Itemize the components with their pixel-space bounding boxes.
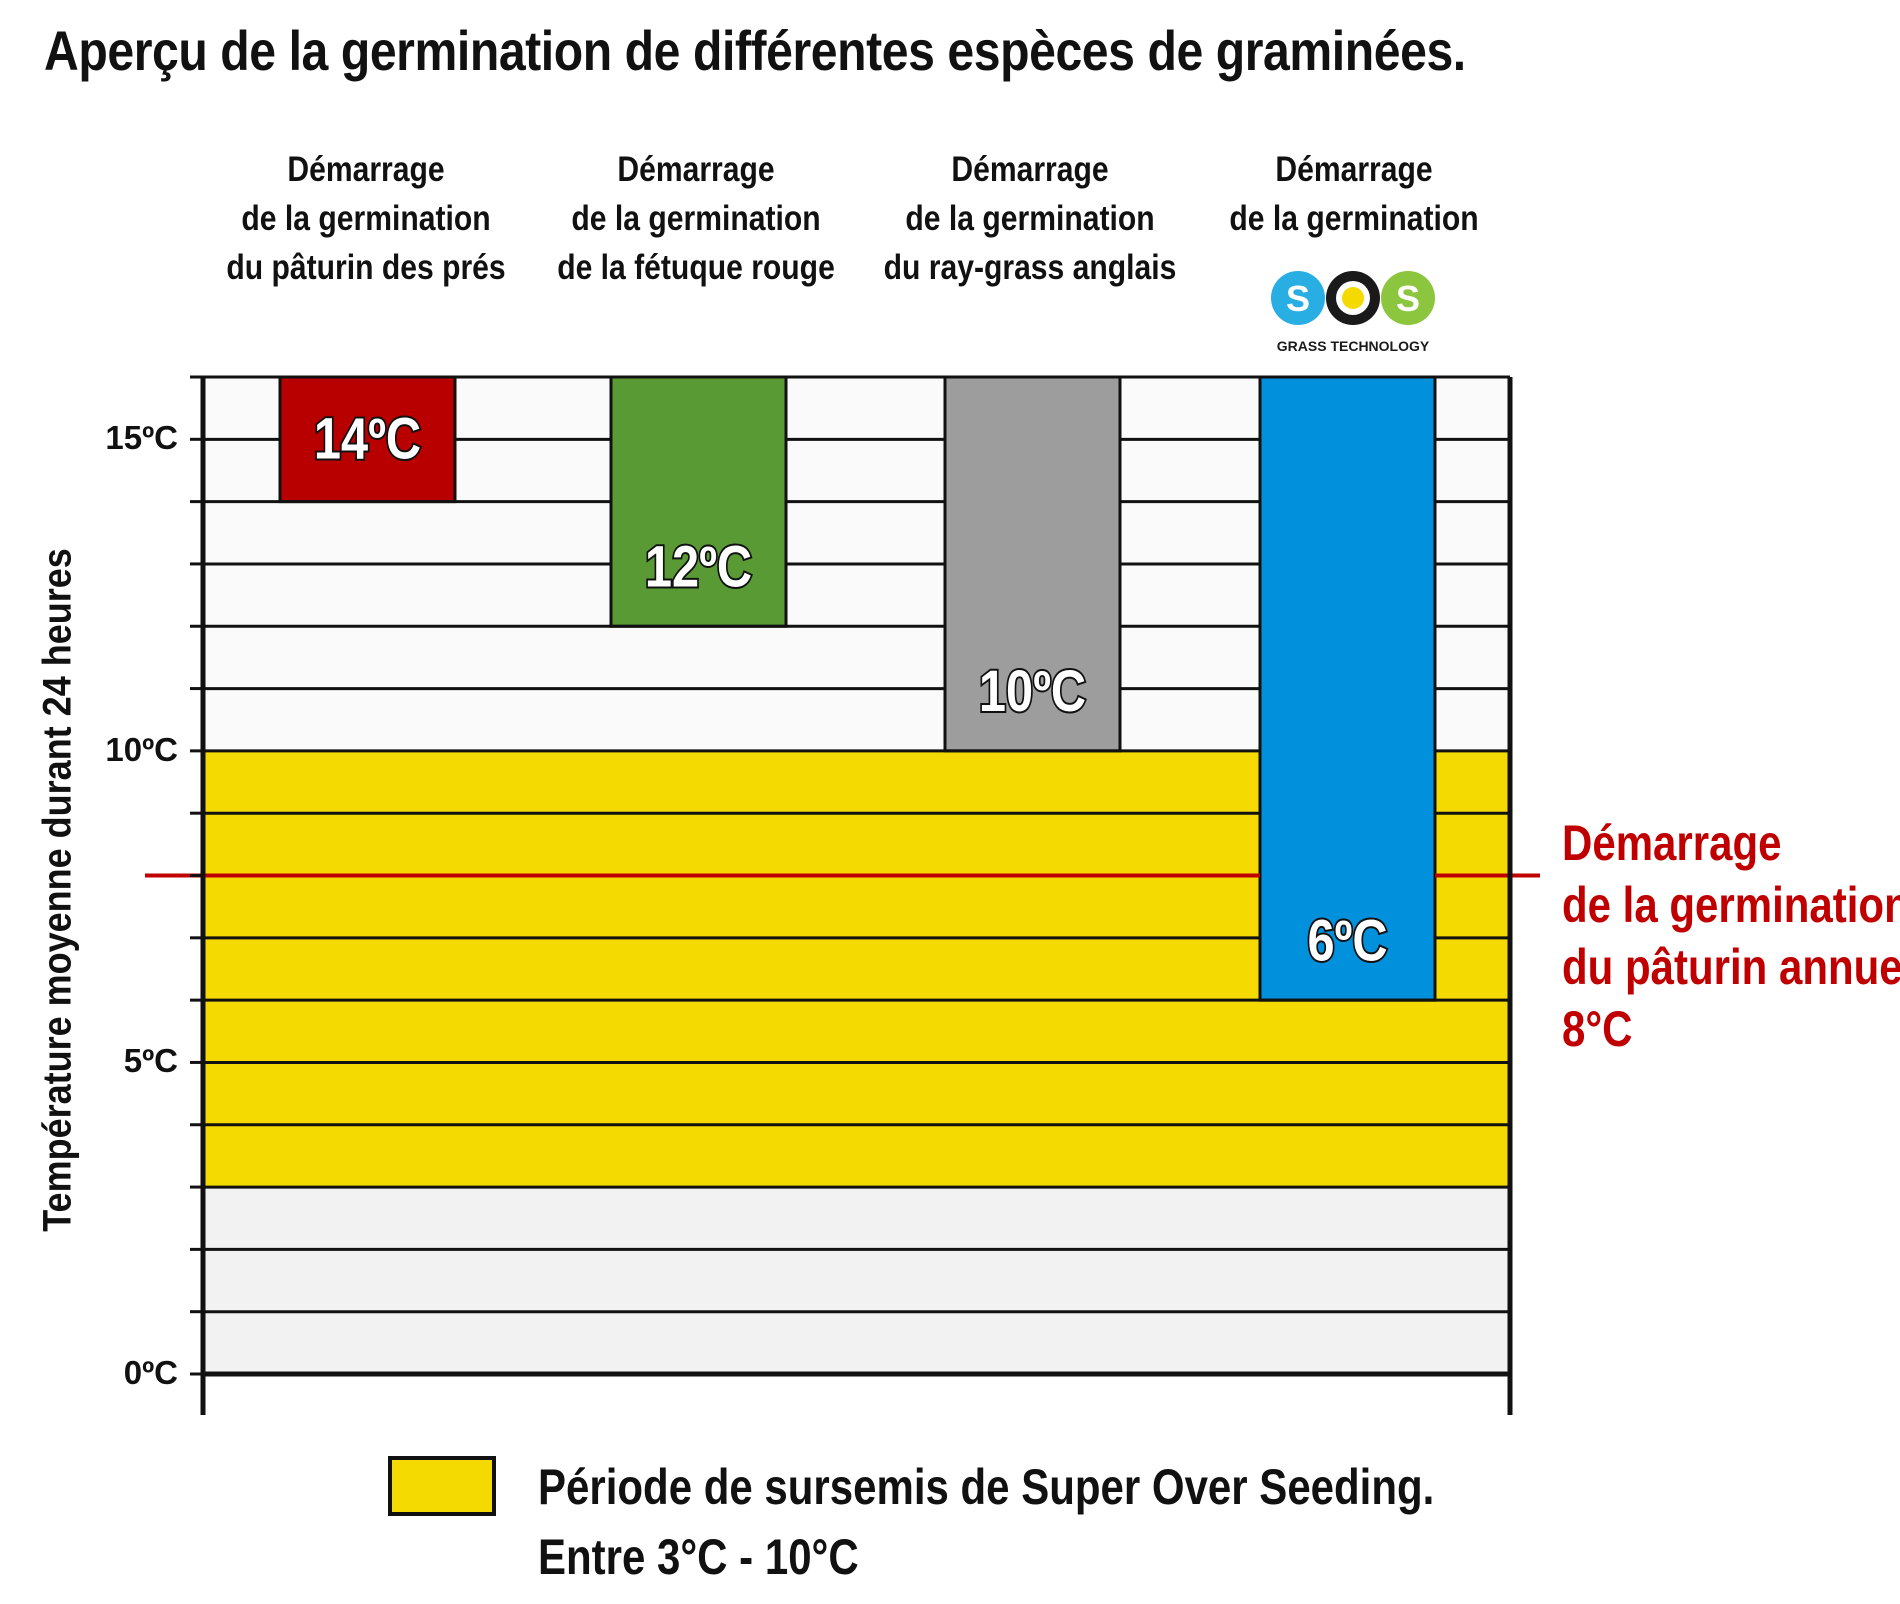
bar-value-label-3: 10ºC (979, 660, 1086, 724)
chart-title: Aperçu de la germination de différentes … (44, 19, 1466, 82)
y-tick-label-0: 0ºC (123, 1354, 178, 1391)
column-header-4-line-1: Démarrage (1275, 150, 1433, 189)
column-header-1-line-1: Démarrage (287, 150, 445, 189)
bar-value-label-4: 6ºC (1307, 910, 1387, 974)
column-header-3-line-3: du ray-grass anglais (883, 248, 1177, 287)
bar-value-label-2: 12ºC (645, 536, 752, 600)
bar-1 (278, 375, 457, 504)
column-header-1-line-3: du pâturin des prés (226, 248, 506, 287)
legend-line-2: Entre 3°C - 10°C (538, 1529, 859, 1585)
column-header-3-line-1: Démarrage (951, 150, 1109, 189)
y-tick-label-5: 5ºC (123, 1042, 178, 1080)
legend-line-1: Période de sursemis de Super Over Seedin… (538, 1459, 1435, 1515)
reference-line-label-2: de la germination (1562, 877, 1900, 933)
plot-background-upper (203, 377, 1510, 751)
sos-logo-circle-2-core (1342, 287, 1364, 309)
bar-value-label-1: 14ºC (314, 408, 421, 472)
y-axis-title-text: Température moyenne durant 24 heures (35, 548, 80, 1232)
sos-logo-letter-3: S (1396, 278, 1420, 319)
bar-2 (609, 375, 788, 628)
column-header-3-line-2: de la germination (905, 199, 1155, 238)
reference-line-label-1: Démarrage (1562, 815, 1782, 871)
sos-logo-subtitle: GRASS TECHNOLOGY (1277, 338, 1430, 354)
sos-logo-circle-1 (1271, 271, 1325, 325)
column-header-2-line-1: Démarrage (617, 150, 775, 189)
sos-logo: S S GRASS TECHNOLOGY (1271, 271, 1435, 354)
bar-4 (1258, 375, 1437, 1002)
reference-line-label: Démarrage de la germination du pâturin a… (1562, 812, 1900, 1060)
column-header-3: Démarrage de la germination du ray-grass… (875, 145, 1185, 292)
column-header-2-line-2: de la germination (571, 199, 821, 238)
sowing-period-band (203, 750, 1510, 1188)
sos-logo-circle-3 (1381, 271, 1435, 325)
column-header-2: Démarrage de la germination de la fétuqu… (541, 145, 851, 292)
y-tick-label-15: 15ºC (105, 419, 178, 457)
plot-background (203, 377, 1510, 1374)
legend-swatch (388, 1456, 496, 1516)
y-tick-label-10: 10ºC (105, 730, 178, 768)
column-header-2-line-3: de la fétuque rouge (557, 248, 835, 287)
reference-line-label-3: du pâturin annuel (1562, 939, 1900, 995)
column-header-4-line-2: de la germination (1229, 199, 1479, 238)
column-header-1-line-2: de la germination (241, 199, 491, 238)
reference-line-label-4: 8°C (1562, 1001, 1633, 1057)
legend-text: Période de sursemis de Super Over Seedin… (538, 1452, 1434, 1592)
column-header-4: Démarrage de la germination (1199, 145, 1509, 243)
bar-3 (943, 375, 1122, 753)
sos-logo-letter-1: S (1286, 278, 1310, 319)
column-header-1: Démarrage de la germination du pâturin d… (211, 145, 521, 292)
